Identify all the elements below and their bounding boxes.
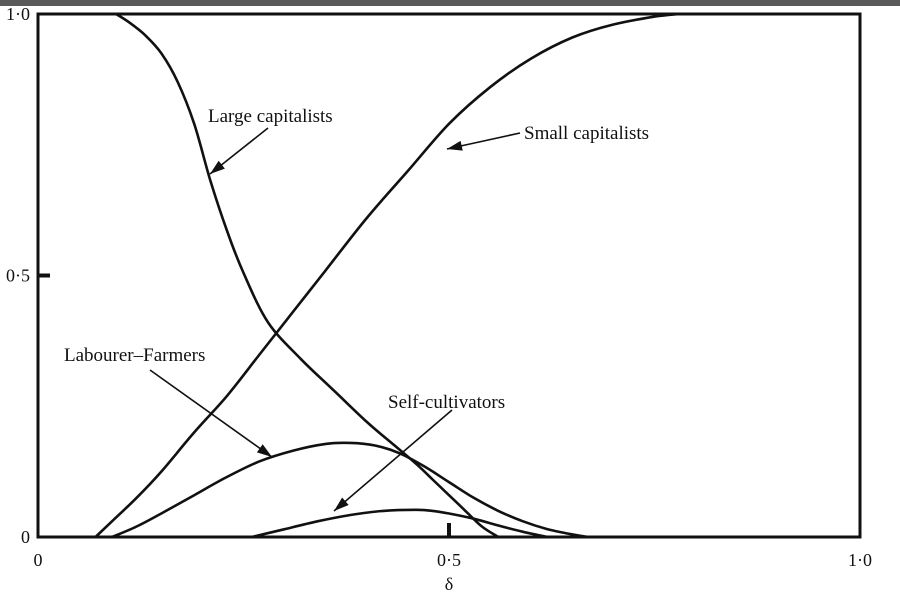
- annotation-label-large-capitalists: Large capitalists: [208, 106, 333, 127]
- annotation-arrowhead: [447, 140, 463, 151]
- top-border-bar: [0, 0, 900, 6]
- plot-frame: [36, 12, 862, 539]
- y-tick-label: 1·0: [6, 4, 30, 24]
- annotation-label-self-cultivators: Self-cultivators: [388, 392, 505, 413]
- series-curves: [94, 12, 681, 539]
- x-tick-label: 0: [34, 550, 43, 570]
- y-tick-label: 0·5: [6, 266, 30, 286]
- annotation-label-labourer-farmers: Labourer–Farmers: [64, 345, 205, 366]
- y-tick-label: 0: [21, 527, 30, 547]
- annotations: Large capitalists Small capitalists Labour…: [64, 106, 649, 512]
- annotation-arrowhead: [256, 444, 272, 457]
- series-line-small-capitalists: [94, 12, 681, 539]
- annotation-label-small-capitalists: Small capitalists: [524, 123, 649, 144]
- annotation-arrow-self-cultivators: [333, 409, 453, 512]
- x-tick-label: 1·0: [848, 550, 872, 570]
- annotation-arrow-labourer-farmers: [149, 369, 273, 458]
- x-axis-label: δ: [445, 574, 453, 594]
- series-line-labourer-farmers: [110, 441, 590, 539]
- series-line-large-capitalists: [114, 12, 500, 539]
- annotation-arrowhead: [210, 160, 225, 174]
- series-line-self-cultivators: [250, 508, 549, 539]
- x-tick-label: 0·5: [437, 550, 461, 570]
- axis-ticks: 0 0·5 1·0 0 0·5 1·0: [6, 4, 872, 570]
- annotation-arrowhead: [334, 497, 349, 511]
